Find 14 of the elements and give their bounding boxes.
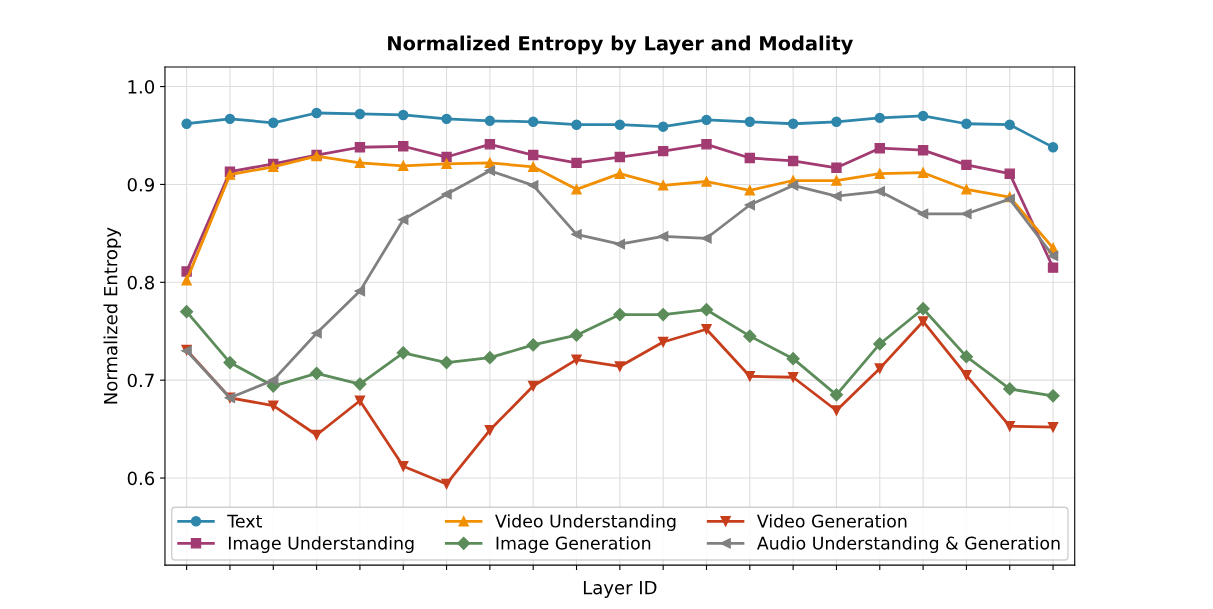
x-axis-title: Layer ID bbox=[583, 580, 657, 598]
y-tick-label: 0.7 bbox=[127, 373, 154, 388]
y-tick-label: 0.9 bbox=[127, 177, 154, 192]
legend-label: Video Understanding bbox=[495, 514, 676, 531]
y-tick-label: 0.6 bbox=[127, 471, 155, 486]
legend-label: Image Understanding bbox=[228, 536, 414, 553]
legend-label: Video Generation bbox=[756, 514, 907, 528]
legend-label: Image Generation bbox=[496, 536, 651, 553]
legend-label: Audio Understanding & Generation bbox=[756, 536, 1060, 553]
chart-title: Normalized Entropy by Layer and Modality bbox=[388, 35, 854, 55]
y-tick-label: 0.8 bbox=[127, 275, 155, 290]
y-axis-title: Normalized Entropy bbox=[103, 227, 121, 404]
y-tick-label: 1.0 bbox=[128, 80, 155, 94]
legend-label: Text bbox=[227, 514, 262, 528]
